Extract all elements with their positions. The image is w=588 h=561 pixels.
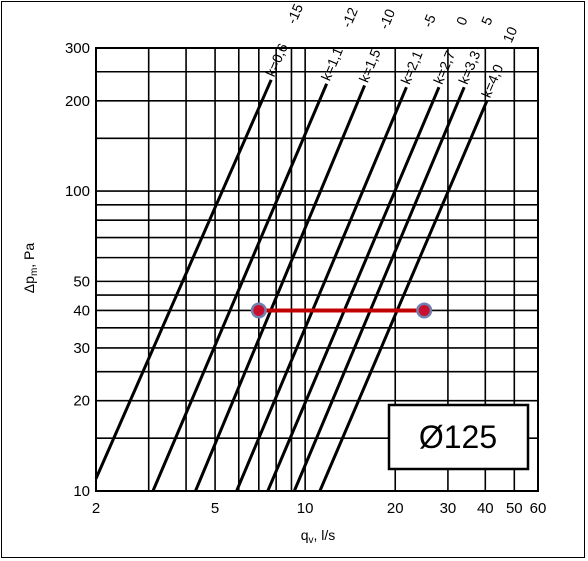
y-tick-label: 20 xyxy=(73,393,90,410)
series-line xyxy=(318,100,489,492)
x-tick-label: 5 xyxy=(211,500,219,517)
top-label: -12 xyxy=(338,5,361,30)
series-line xyxy=(194,84,366,492)
y-tick-label: 50 xyxy=(73,273,90,290)
top-label: 5 xyxy=(478,14,496,28)
plot-border xyxy=(95,47,539,492)
series-line xyxy=(266,86,441,492)
marker-line xyxy=(250,302,433,319)
chart-title: Ø125 xyxy=(419,419,497,455)
k-label: k=1,1 xyxy=(318,45,346,83)
top-labels: -15 -12 -10 -5 0 510 xyxy=(283,1,520,45)
k-label: k=3,3 xyxy=(455,48,483,86)
k-labels: k=0,6 k=1,1 k=1,5 k=2,1 k=2,7k=3,3k=4,0 xyxy=(262,41,506,100)
tick-labels: 2 5 10 20 30 40 50 60 10 20 30 40 50 100 200 300 xyxy=(65,40,546,517)
y-axis-label: Δpm, Pa xyxy=(21,243,40,294)
x-tick-label: 20 xyxy=(387,500,404,517)
top-label: 0 xyxy=(453,14,471,28)
y-tick-label: 200 xyxy=(65,93,90,110)
series-line xyxy=(292,86,466,492)
x-tick-label: 30 xyxy=(440,500,457,517)
marker-point xyxy=(418,304,430,316)
k-label: k=0,6 xyxy=(262,41,291,79)
k-label: k=1,5 xyxy=(356,46,384,84)
x-tick-label: 2 xyxy=(92,500,100,517)
series-lines xyxy=(94,79,489,492)
marker-point xyxy=(253,304,265,316)
series-line xyxy=(94,79,273,480)
x-tick-label: 50 xyxy=(506,500,523,517)
k-label: k=4,0 xyxy=(478,62,506,100)
x-tick-label: 60 xyxy=(530,500,547,517)
series-line xyxy=(235,86,408,492)
title-box: Ø125 xyxy=(387,403,530,471)
x-axis-label: qv, l/s xyxy=(301,527,336,546)
top-label: 10 xyxy=(499,24,520,45)
y-tick-label: 30 xyxy=(73,340,90,357)
x-tick-label: 40 xyxy=(477,500,494,517)
y-tick-label: 300 xyxy=(65,40,90,57)
y-tick-label: 10 xyxy=(73,483,90,500)
k-label: k=2,1 xyxy=(397,48,425,86)
top-label: -15 xyxy=(283,1,306,26)
x-tick-label: 10 xyxy=(297,500,314,517)
series-line xyxy=(151,83,329,492)
top-label: -10 xyxy=(376,6,399,31)
top-label: -5 xyxy=(419,12,439,30)
y-tick-label: 40 xyxy=(73,302,90,319)
y-tick-label: 100 xyxy=(65,183,90,200)
